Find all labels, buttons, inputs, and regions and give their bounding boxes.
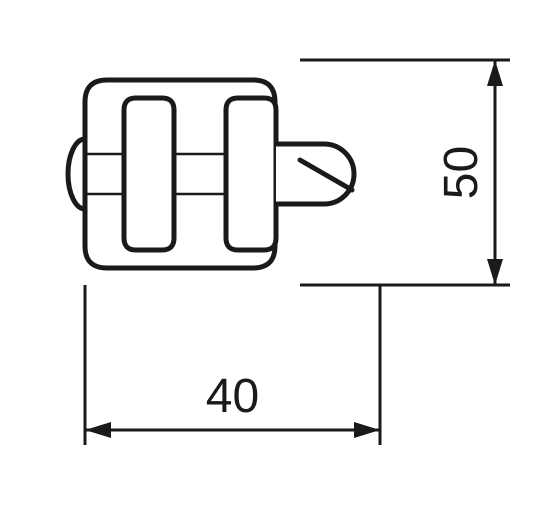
part-left-flange xyxy=(124,98,174,250)
dim-h-arrow-right xyxy=(354,422,380,438)
dim-v-value: 50 xyxy=(435,146,488,199)
dim-h-value: 40 xyxy=(206,370,259,423)
part-right-flange xyxy=(226,98,276,250)
dim-h-arrow-left xyxy=(85,422,111,438)
dim-v-arrow-bottom xyxy=(487,259,503,285)
part-knob xyxy=(276,144,354,204)
dim-v-arrow-top xyxy=(487,60,503,86)
